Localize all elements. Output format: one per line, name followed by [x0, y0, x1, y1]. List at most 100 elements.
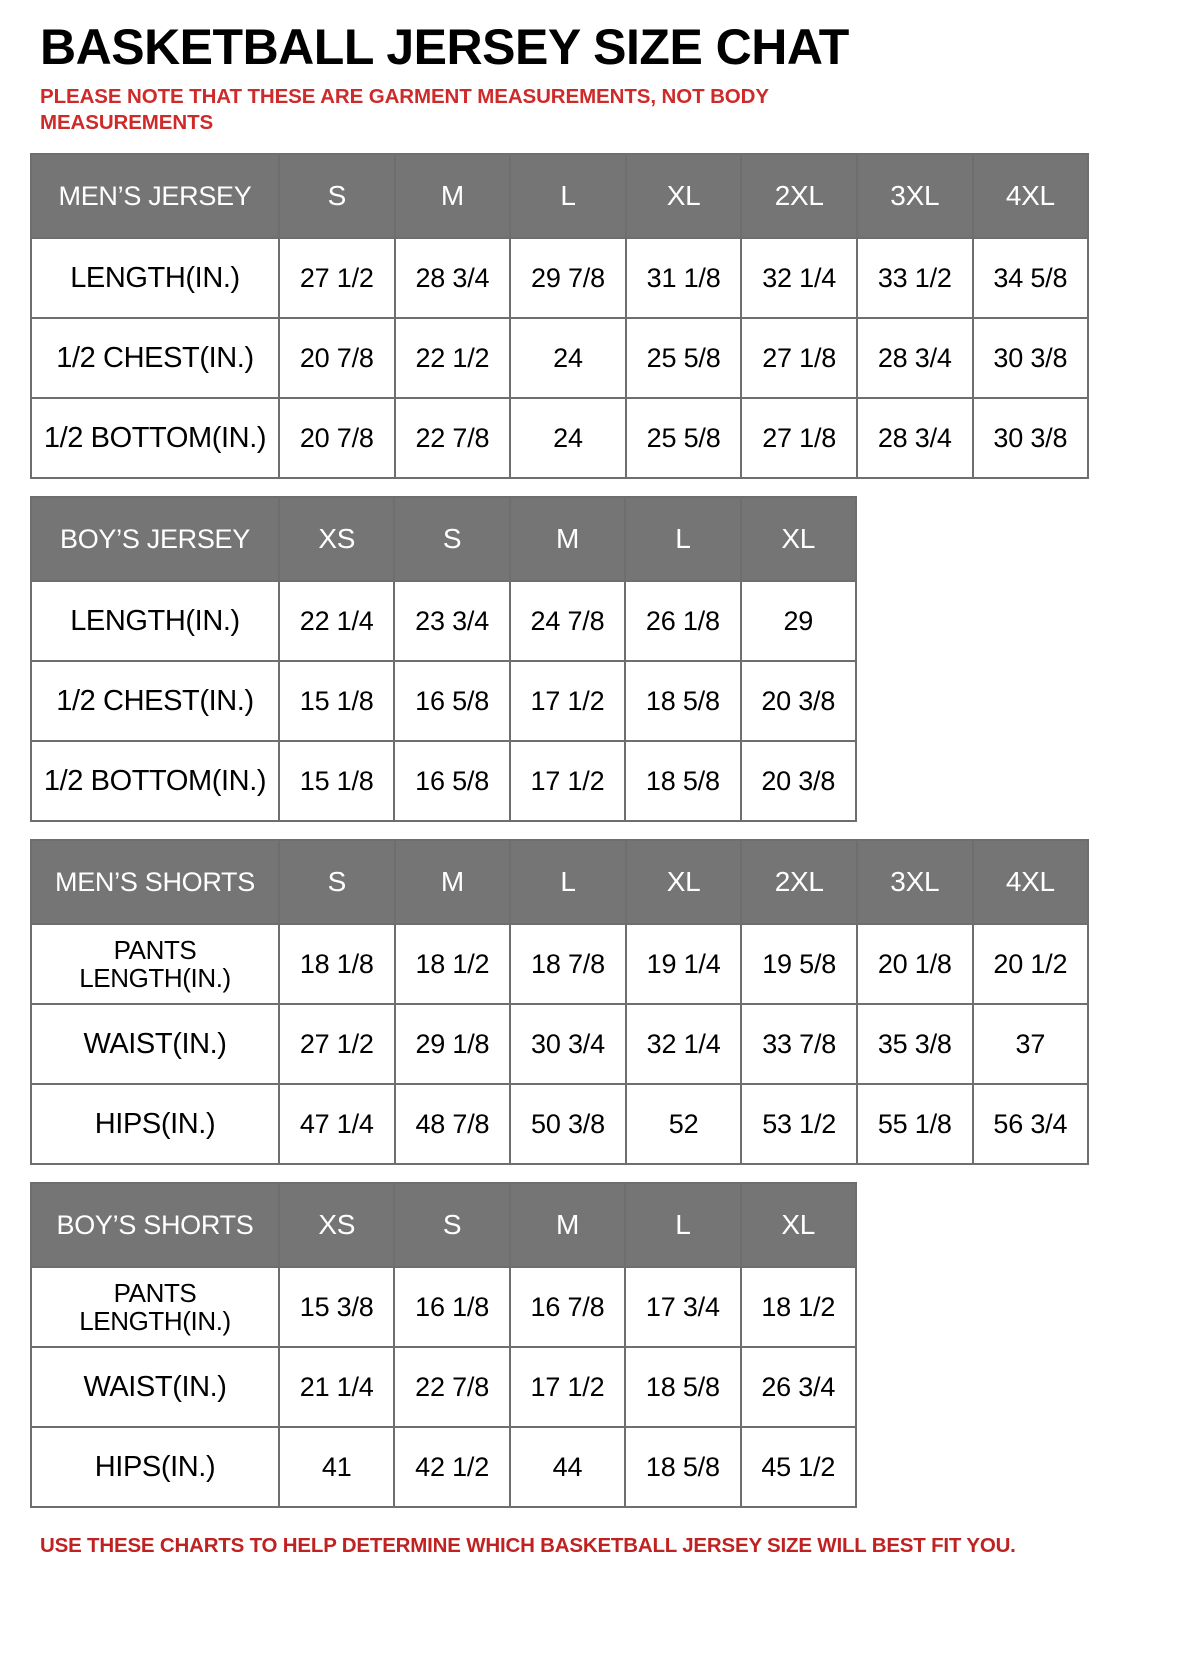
measurement-value: 21 1/4 [277, 1346, 396, 1429]
table-row: 1/2 BOTTOM(IN.) 15 1/8 16 5/8 17 1/2 18 5/8 2… [30, 740, 857, 823]
measurement-value: 18 1/8 [278, 923, 396, 1006]
size-column-header: S [278, 839, 396, 926]
measurement-value: 28 3/4 [855, 397, 974, 480]
table-row: WAIST(IN.) 27 1/2 29 1/8 30 3/4 32 1/4 33 7/8… [30, 1003, 1090, 1086]
table-header-row: BOY’S SHORTS XS S M L XL [30, 1182, 857, 1269]
size-column-header: XL [624, 839, 743, 926]
measurement-value: 20 7/8 [278, 317, 396, 400]
measurement-value: 16 5/8 [393, 660, 511, 743]
measurement-value: 18 7/8 [509, 923, 627, 1006]
measurement-value: 24 7/8 [508, 580, 627, 663]
measurement-value: 25 5/8 [624, 397, 743, 480]
measurement-label: PANTS LENGTH(IN.) [30, 1266, 280, 1349]
measurement-value: 18 5/8 [624, 1426, 742, 1509]
measurement-value: 19 1/4 [624, 923, 743, 1006]
measurement-value: 41 [277, 1426, 396, 1509]
size-column-header: L [624, 496, 742, 583]
measurement-value: 30 3/8 [971, 317, 1090, 400]
measurement-value: 22 7/8 [393, 1346, 511, 1429]
measurement-value: 56 3/4 [971, 1083, 1090, 1166]
measurement-value: 15 3/8 [277, 1266, 396, 1349]
measurement-value: 25 5/8 [624, 317, 743, 400]
size-column-header: 4XL [971, 153, 1090, 240]
measurement-value: 52 [624, 1083, 743, 1166]
measurement-label: 1/2 BOTTOM(IN.) [30, 397, 280, 480]
measurement-value: 20 7/8 [278, 397, 396, 480]
table-row: LENGTH(IN.) 22 1/4 23 3/4 24 7/8 26 1/8 29 [30, 580, 857, 663]
measurement-label: WAIST(IN.) [30, 1346, 280, 1429]
size-column-header: L [509, 153, 627, 240]
size-column-header: S [278, 153, 396, 240]
table-title-mens-shorts: MEN’S SHORTS [30, 839, 280, 926]
size-table-boys-shorts: BOY’S SHORTS XS S M L XL PANTS LENGTH(IN.) 15 3/… [30, 1182, 857, 1509]
size-column-header: XL [739, 496, 857, 583]
measurement-value: 28 3/4 [855, 317, 974, 400]
measurement-label: WAIST(IN.) [30, 1003, 280, 1086]
measurement-value: 44 [508, 1426, 627, 1509]
measurement-value: 15 1/8 [277, 740, 396, 823]
size-column-header: M [393, 153, 512, 240]
size-table-mens-shorts: MEN’S SHORTS S M L XL 2XL 3XL 4XL PANTS LENGTH(IN… [30, 839, 1090, 1166]
table-header-row: MEN’S SHORTS S M L XL 2XL 3XL 4XL [30, 839, 1090, 926]
size-column-header: XS [277, 1182, 396, 1269]
table-row: PANTS LENGTH(IN.) 15 3/8 16 1/8 16 7/8 17 3/4… [30, 1266, 857, 1349]
table-row: 1/2 BOTTOM(IN.) 20 7/8 22 7/8 24 25 5/8 27 1/… [30, 397, 1090, 480]
measurement-value: 31 1/8 [624, 237, 743, 320]
size-column-header: M [508, 496, 627, 583]
size-column-header: 3XL [855, 839, 974, 926]
table-row: HIPS(IN.) 47 1/4 48 7/8 50 3/8 52 53 1/2 55 1/… [30, 1083, 1090, 1166]
measurement-value: 18 5/8 [624, 660, 742, 743]
measurement-value: 18 5/8 [624, 1346, 742, 1429]
table-row: 1/2 CHEST(IN.) 15 1/8 16 5/8 17 1/2 18 5/8 20… [30, 660, 857, 743]
measurement-value: 29 [739, 580, 857, 663]
measurement-value: 16 5/8 [393, 740, 511, 823]
table-header-row: BOY’S JERSEY XS S M L XL [30, 496, 857, 583]
measurement-label: PANTS LENGTH(IN.) [30, 923, 280, 1006]
measurement-value: 30 3/8 [971, 397, 1090, 480]
measurement-value: 16 1/8 [393, 1266, 511, 1349]
measurement-value: 22 1/2 [393, 317, 512, 400]
measurement-value: 34 5/8 [971, 237, 1090, 320]
measurement-label: HIPS(IN.) [30, 1426, 280, 1509]
measurement-value: 17 1/2 [508, 740, 627, 823]
measurement-value: 45 1/2 [739, 1426, 857, 1509]
size-column-header: 3XL [855, 153, 974, 240]
measurement-value: 27 1/8 [740, 317, 858, 400]
measurement-value: 17 1/2 [508, 1346, 627, 1429]
measurement-value: 24 [509, 397, 627, 480]
size-column-header: S [393, 1182, 511, 1269]
measurement-value: 27 1/2 [278, 237, 396, 320]
measurement-value: 32 1/4 [624, 1003, 743, 1086]
measurement-label: LENGTH(IN.) [30, 237, 280, 320]
measurement-value: 20 1/2 [971, 923, 1090, 1006]
measurement-value: 15 1/8 [277, 660, 396, 743]
measurement-value: 20 1/8 [855, 923, 974, 1006]
measurement-label: 1/2 CHEST(IN.) [30, 660, 280, 743]
measurement-value: 18 1/2 [393, 923, 512, 1006]
footer-note: USE THESE CHARTS TO HELP DETERMINE WHICH… [40, 1534, 1016, 1558]
measurement-value: 16 7/8 [508, 1266, 627, 1349]
table-row: 1/2 CHEST(IN.) 20 7/8 22 1/2 24 25 5/8 27 1/8… [30, 317, 1090, 400]
size-column-header: 2XL [740, 153, 858, 240]
measurement-value: 19 5/8 [740, 923, 858, 1006]
measurement-label: HIPS(IN.) [30, 1083, 280, 1166]
measurement-value: 23 3/4 [393, 580, 511, 663]
measurement-value: 35 3/8 [855, 1003, 974, 1086]
measurement-label: LENGTH(IN.) [30, 580, 280, 663]
measurement-value: 26 3/4 [739, 1346, 857, 1429]
table-title-boys-jersey: BOY’S JERSEY [30, 496, 280, 583]
table-title-boys-shorts: BOY’S SHORTS [30, 1182, 280, 1269]
page-title: BASKETBALL JERSEY SIZE CHAT [40, 19, 849, 75]
measurement-value: 22 1/4 [277, 580, 396, 663]
measurement-label: 1/2 CHEST(IN.) [30, 317, 280, 400]
measurement-value: 30 3/4 [509, 1003, 627, 1086]
measurement-value: 53 1/2 [740, 1083, 858, 1166]
measurement-note: PLEASE NOTE THAT THESE ARE GARMENT MEASU… [40, 85, 769, 135]
size-column-header: 2XL [740, 839, 858, 926]
measurement-value: 22 7/8 [393, 397, 512, 480]
measurement-value: 17 3/4 [624, 1266, 742, 1349]
table-row: WAIST(IN.) 21 1/4 22 7/8 17 1/2 18 5/8 26 3/4 [30, 1346, 857, 1429]
measurement-label: 1/2 BOTTOM(IN.) [30, 740, 280, 823]
measurement-value: 18 5/8 [624, 740, 742, 823]
measurement-value: 29 1/8 [393, 1003, 512, 1086]
